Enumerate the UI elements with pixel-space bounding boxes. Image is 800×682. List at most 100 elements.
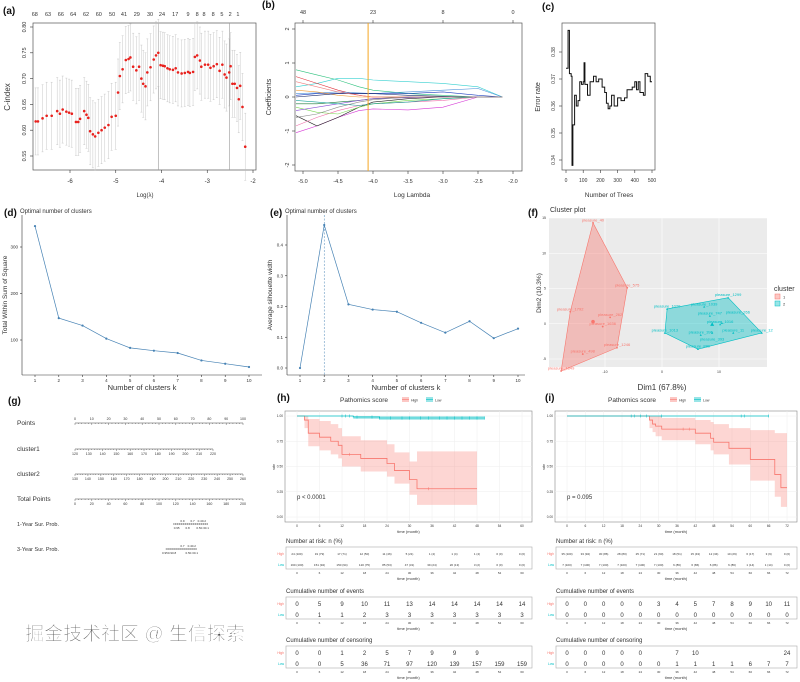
x-tick-label: 18 <box>363 670 367 674</box>
table-cell: 7 <box>712 602 716 608</box>
table-cell: 0 <box>602 662 606 668</box>
x-tick-label: 10 <box>717 370 721 374</box>
y-tick-label: 0.55 <box>22 151 28 162</box>
x-tick-label: 0 <box>661 370 663 374</box>
table-cell: 19 (79) <box>315 552 325 556</box>
panel-label-e: (e) <box>270 208 282 219</box>
survival-curve <box>297 415 485 419</box>
y-tick-label: 10 <box>542 251 546 255</box>
x-tick-label: 12 <box>602 621 606 625</box>
risk-table <box>555 546 798 570</box>
y-tick-label: 0.1 <box>277 335 284 340</box>
x-axis-label: Dim1 (67.8%) <box>638 383 687 392</box>
panel-label-b: (b) <box>262 0 275 11</box>
scale-tick-label: 70 <box>191 417 195 421</box>
top-axis-label: 68 <box>32 12 38 18</box>
x-tick-label: -3 <box>205 179 211 185</box>
x-tick-label: 48 <box>712 670 716 674</box>
x-tick-label: 3 <box>347 378 350 383</box>
data-point <box>103 126 107 129</box>
data-point <box>144 85 147 88</box>
data-point <box>243 145 247 149</box>
y-tick-label: 0.38 <box>551 47 557 57</box>
data-point <box>229 64 232 68</box>
data-point <box>129 56 132 59</box>
x-tick-label: 4 <box>105 378 108 383</box>
x-tick-label: 5 <box>396 378 399 383</box>
table-cell: 3 (9) <box>766 552 772 556</box>
table-cell: 160 (100) <box>291 563 304 567</box>
scale-tick-label: 200 <box>162 477 168 481</box>
scale-tick-label: 0.8 <box>185 526 190 530</box>
scale-tick-label: 180 <box>155 452 161 456</box>
x-tick-label: 6 <box>584 670 586 674</box>
scale-tick-label: 0.40.2 <box>188 544 197 548</box>
x-axis-label: time (month) <box>397 626 420 631</box>
y-tick-label: -1 <box>285 129 291 134</box>
table-cell: 3 <box>520 613 524 619</box>
x-tick-label: 0 <box>566 621 568 625</box>
table-cell: 0 <box>675 613 679 619</box>
x-tick-label: 42 <box>453 571 457 575</box>
data-point <box>176 71 180 74</box>
table-cell: 0 <box>657 613 661 619</box>
legend-label: 2 <box>783 302 786 307</box>
scale-tick-label: 220 <box>188 477 194 481</box>
x-tick-label: 60 <box>520 670 524 674</box>
x-axis-label: time (month) <box>665 576 688 581</box>
data-point <box>203 63 207 66</box>
table-cell: 0 <box>295 662 299 668</box>
risk-table <box>285 596 533 620</box>
point-label: pleasure_1016 <box>707 319 734 324</box>
legend-key <box>774 293 781 300</box>
x-tick-label: 30 <box>408 571 412 575</box>
scale-tick-label: 40 <box>107 502 111 506</box>
x-tick-label: 12 <box>340 621 344 625</box>
nomogram-row-label: 1-Year Sur. Prob. <box>17 522 59 528</box>
table-cell: 9 <box>430 651 434 657</box>
y-tick-label: 0.50 <box>547 465 553 469</box>
table-cell: 5 <box>385 651 389 657</box>
point-label: pleasure_11 <box>722 327 744 332</box>
x-tick-label: 6 <box>319 524 321 528</box>
data-point <box>74 120 78 124</box>
panel-label-d: (d) <box>4 208 17 219</box>
scale-tick-label: 170 <box>124 477 130 481</box>
x-axis-label: Number of Trees <box>585 192 634 199</box>
cluster-point <box>609 316 612 319</box>
table-cell: 0 <box>295 651 299 657</box>
p-value: p < 0.0001 <box>297 495 326 501</box>
cluster-point <box>626 286 629 289</box>
x-tick-label: 18 <box>620 670 624 674</box>
point-label: pleasure_498 <box>571 349 596 354</box>
x-tick-label: 42 <box>453 670 457 674</box>
scale-tick-label: 20 <box>90 502 94 506</box>
table-cell: 139 <box>449 662 460 668</box>
series-line <box>299 224 519 369</box>
table-cell: 0 (0) <box>784 563 790 567</box>
table-cell: 20 (13) <box>450 563 460 567</box>
y-tick-label: 0.00 <box>547 515 553 519</box>
table-cell: 5 <box>694 602 698 608</box>
scale-tick-label: 160 <box>111 477 117 481</box>
y-tick-label: 300 <box>10 245 18 250</box>
y-axis-label: Dim2 (10.3%) <box>536 273 543 313</box>
x-tick-label: 54 <box>498 670 502 674</box>
y-axis-label: C-index <box>3 83 12 111</box>
table-cell: 7 (100) <box>617 563 627 567</box>
panel-label-a: (a) <box>3 6 15 17</box>
x-tick-label: -4 <box>159 179 165 185</box>
survival-curve <box>567 415 787 489</box>
row-label: High <box>547 552 554 556</box>
scale-tick-label: 180 <box>137 477 143 481</box>
table-cell: 7 (100) <box>562 563 572 567</box>
x-tick-label: 8 <box>200 378 203 383</box>
coefficient-path <box>295 96 503 118</box>
x-tick-label: -2.5 <box>473 179 482 185</box>
table-cell: 0 <box>584 662 588 668</box>
table-cell: 0 <box>584 602 588 608</box>
x-axis-label: Log(λ) <box>136 193 153 199</box>
y-tick-label: 0.00 <box>277 515 283 519</box>
scale-tick-label: 0 <box>74 417 76 421</box>
risk-table <box>555 645 798 669</box>
